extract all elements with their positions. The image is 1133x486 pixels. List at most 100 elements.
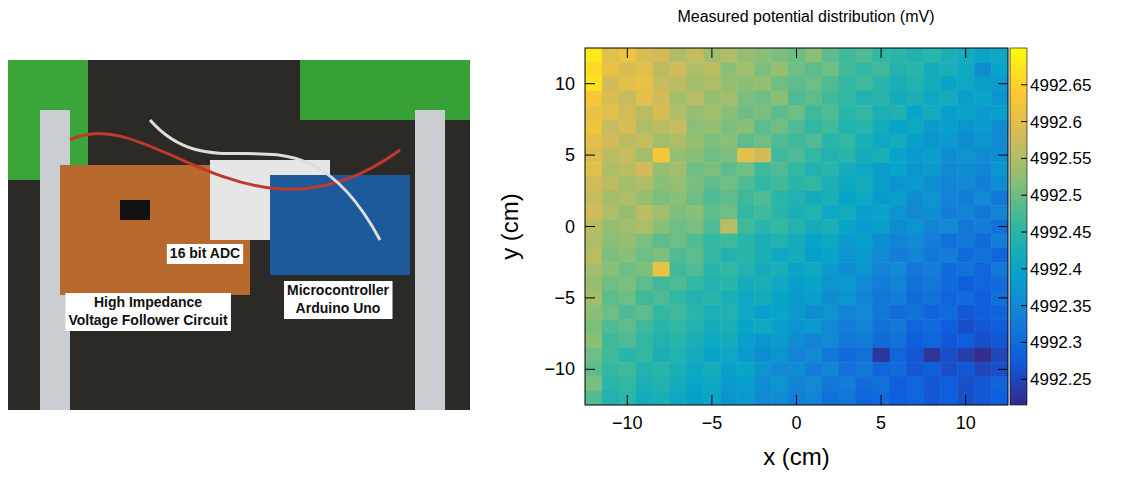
heatmap-cell [619,391,636,405]
heatmap-cell [687,48,704,63]
heatmap-cell [906,234,923,249]
heatmap-cell [991,191,1008,206]
y-tick [585,155,595,156]
heatmap-cell [602,348,619,363]
color-bar-tick [1021,342,1027,343]
heatmap-cell [923,262,940,277]
heatmap-cell [754,376,771,391]
heatmap-cell [839,334,856,349]
color-bar-tick [1021,84,1027,85]
heatmap-cell [957,162,974,177]
heatmap-cell [822,48,839,63]
heatmap-cell [822,334,839,349]
heatmap-cell [788,134,805,149]
x-tick-label: 5 [876,413,886,433]
heatmap-cell [670,62,687,77]
heatmap-cell [754,148,771,163]
heatmap-cell [923,276,940,291]
heatmap-cell [839,348,856,363]
heatmap-cell [974,205,991,220]
heatmap-cell [754,262,771,277]
heatmap-cell [653,48,670,63]
heatmap-cell [839,191,856,206]
heatmap-cell [720,376,737,391]
heatmap-cell [890,177,907,192]
heatmap-cell [670,276,687,291]
photo-label: High ImpedanceVoltage Follower Circuit [65,293,231,331]
heatmap-cell [754,162,771,177]
heatmap-cell [703,291,720,306]
heatmap-cell [687,219,704,234]
y-tick [998,226,1008,227]
heatmap-cell [771,348,788,363]
heatmap-cell [636,148,653,163]
heatmap-cell [687,134,704,149]
heatmap-cell [703,119,720,134]
heatmap-cell [619,319,636,334]
heatmap-cell [856,134,873,149]
heatmap-cell [805,48,822,63]
heatmap-cell [585,348,602,363]
heatmap-cell [940,234,957,249]
heatmap-cell [873,105,890,120]
heatmap-cell [906,348,923,363]
heatmap-cell [653,105,670,120]
heatmap-cell [653,348,670,363]
heatmap-cell [602,234,619,249]
heatmap-cell [653,319,670,334]
heatmap-cell [788,91,805,106]
heatmap-cell [839,262,856,277]
heatmap-cell [839,119,856,134]
heatmap-cell [906,148,923,163]
heatmap-cell [703,248,720,263]
heatmap-cell [788,191,805,206]
heatmap-cell [602,276,619,291]
heatmap-cell [619,134,636,149]
heatmap-cell [619,219,636,234]
heatmap-cell [856,62,873,77]
heatmap-cell [754,362,771,377]
heatmap-cell [653,162,670,177]
heatmap-cell [670,348,687,363]
heatmap-cell [703,77,720,92]
y-tick-label: −10 [544,359,575,379]
heatmap-cell [923,62,940,77]
heatmap-cell [636,291,653,306]
heatmap-cell [822,105,839,120]
heatmap-cell [670,391,687,405]
heatmap-cell [906,77,923,92]
heatmap-cell [822,262,839,277]
heatmap-cell [940,376,957,391]
photo-wire [150,120,380,240]
heatmap-cell [602,305,619,320]
heatmap-cell [703,191,720,206]
heatmap-cell [585,191,602,206]
heatmap-cell [839,77,856,92]
y-tick [585,83,595,84]
heatmap-cell [636,177,653,192]
heatmap-cell [923,291,940,306]
heatmap-cell [602,177,619,192]
heatmap-cell [890,319,907,334]
heatmap-cell [636,319,653,334]
heatmap-cell [602,391,619,405]
heatmap-cell [805,305,822,320]
heatmap-cell [703,219,720,234]
heatmap-cell [619,205,636,220]
heatmap-cell [974,391,991,405]
heatmap-cell [737,191,754,206]
heatmap-cell [720,62,737,77]
heatmap-cell [839,162,856,177]
heatmap-cell [670,262,687,277]
heatmap-cell [619,334,636,349]
heatmap-cell [703,177,720,192]
heatmap-cell [906,177,923,192]
heatmap-cell [906,391,923,405]
heatmap-cell [703,48,720,63]
heatmap-cell [957,134,974,149]
heatmap-cell [687,391,704,405]
x-tick [796,395,797,405]
page: 16 bit ADCHigh ImpedanceVoltage Follower… [0,0,1133,486]
heatmap-cell [788,391,805,405]
photo-label-bg [284,281,392,319]
